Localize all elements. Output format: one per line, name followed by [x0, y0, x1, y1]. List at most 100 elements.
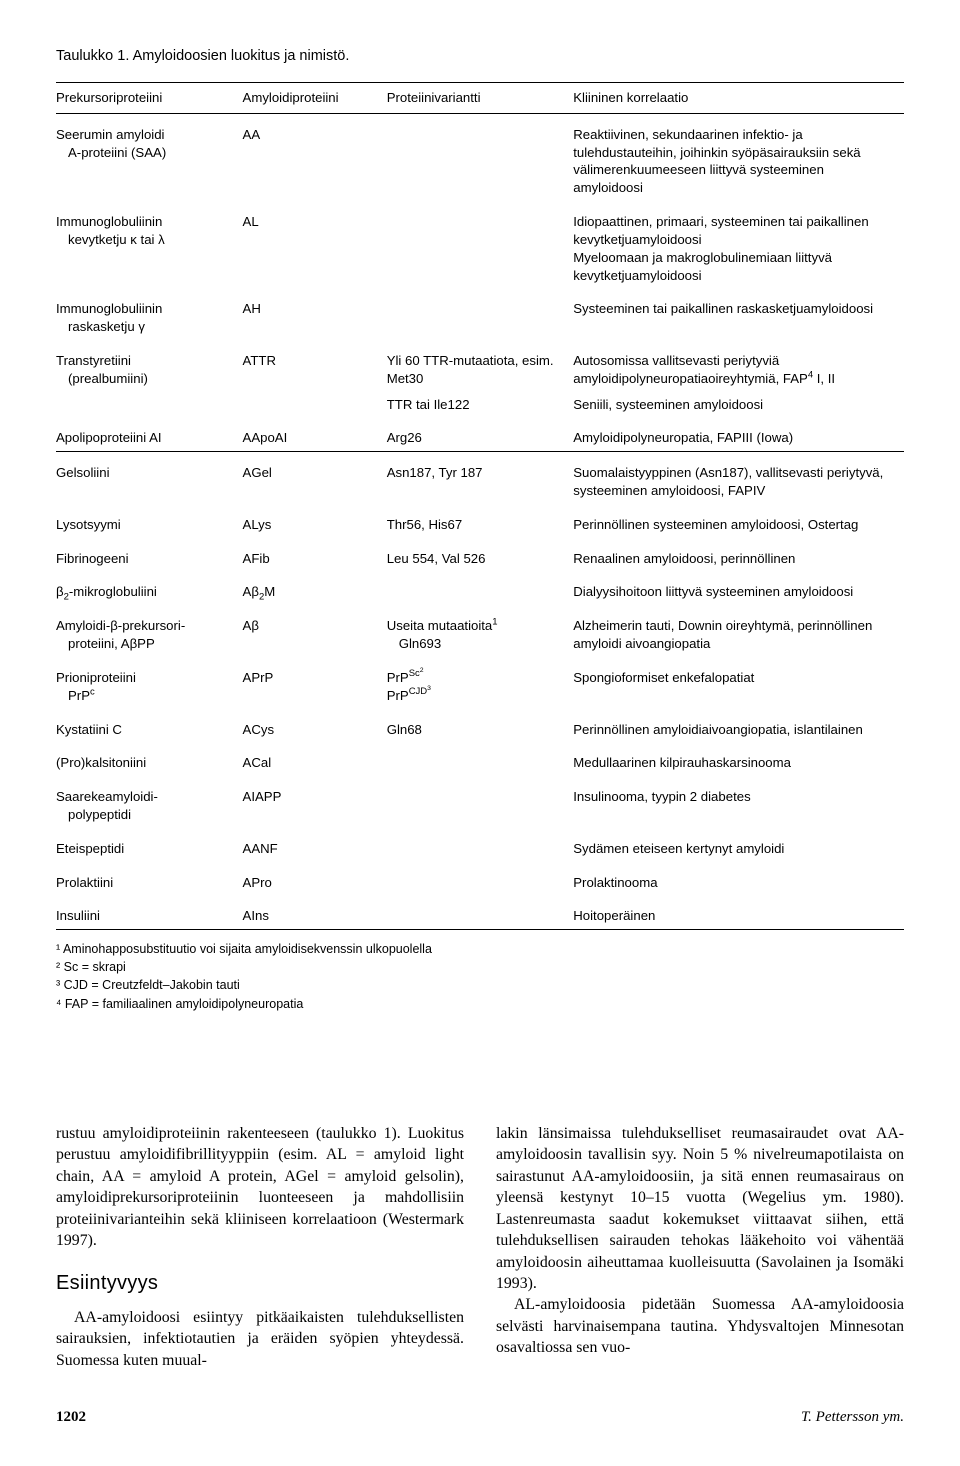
- cell-amyloid: AH: [243, 288, 387, 340]
- table-caption: Taulukko 1. Amyloidoosien luokitus ja ni…: [56, 48, 904, 64]
- table-row: (Pro)kalsitoniiniACal Medullaarinen kilpi…: [56, 742, 904, 776]
- right-column: lakin länsimaissa tulehdukselliset reuma…: [496, 1123, 904, 1371]
- cell-amyloid: AIAPP: [243, 776, 387, 828]
- cell-clinical: Prolaktinooma: [573, 862, 904, 896]
- cell-clinical: Renaalinen amyloidoosi, perinnöllinen: [573, 538, 904, 572]
- cell-variant: [387, 862, 574, 896]
- table-row: Immunoglobuliininraskasketju γAH Systeemi…: [56, 288, 904, 340]
- cell-variant: Useita mutaatioita1Gln693: [387, 605, 574, 657]
- cell-variant: [387, 742, 574, 776]
- cell-amyloid: ATTR: [243, 340, 387, 392]
- cell-precursor: Lysotsyymi: [56, 504, 243, 538]
- cell-clinical: Suomalaistyyppinen (Asn187), vallitsevas…: [573, 452, 904, 504]
- cell-precursor: Eteispeptidi: [56, 828, 243, 862]
- author-line: T. Pettersson ym.: [801, 1409, 904, 1426]
- footnotes: ¹ Aminohapposubstituutio voi sijaita amy…: [56, 940, 904, 1013]
- cell-clinical: Reaktiivinen, sekundaarinen infektio- ja…: [573, 113, 904, 201]
- table-row: EteispeptidiAANF Sydämen eteiseen kertyny…: [56, 828, 904, 862]
- cell-precursor: Saarekeamyloidi-polypeptidi: [56, 776, 243, 828]
- cell-clinical: Sydämen eteiseen kertynyt amyloidi: [573, 828, 904, 862]
- cell-precursor: Transtyretiini(prealbumiini): [56, 340, 243, 392]
- cell-amyloid: ACal: [243, 742, 387, 776]
- table-row: Saarekeamyloidi-polypeptidiAIAPP Insulino…: [56, 776, 904, 828]
- cell-amyloid: AL: [243, 201, 387, 288]
- footnote-4: ⁴ FAP = familiaalinen amyloidipolyneurop…: [56, 995, 904, 1013]
- cell-variant: Yli 60 TTR-mutaatiota, esim. Met30: [387, 340, 574, 392]
- table-row: Kystatiini CACysGln68Perinnöllinen amylo…: [56, 709, 904, 743]
- cell-precursor: [56, 392, 243, 418]
- right-para-1: lakin länsimaissa tulehdukselliset reuma…: [496, 1123, 904, 1295]
- table-row: Transtyretiini(prealbumiini)ATTRYli 60 T…: [56, 340, 904, 392]
- cell-amyloid: [243, 392, 387, 418]
- cell-amyloid: Aβ: [243, 605, 387, 657]
- cell-precursor: Prolaktiini: [56, 862, 243, 896]
- cell-amyloid: AApoAI: [243, 417, 387, 451]
- cell-variant: [387, 288, 574, 340]
- classification-table: Prekursoriproteiini Amyloidiproteiini Pr…: [56, 82, 904, 930]
- cell-variant: [387, 895, 574, 929]
- cell-precursor: β2-mikroglobuliini: [56, 571, 243, 605]
- cell-amyloid: ACys: [243, 709, 387, 743]
- left-para-1: rustuu amyloidiproteiinin rakenteeseen (…: [56, 1123, 464, 1252]
- th-clinical: Kliininen korrelaatio: [573, 83, 904, 114]
- cell-clinical: Medullaarinen kilpirauhaskarsinooma: [573, 742, 904, 776]
- th-amyloid: Amyloidiproteiini: [243, 83, 387, 114]
- th-precursor: Prekursoriproteiini: [56, 83, 243, 114]
- footnote-1: ¹ Aminohapposubstituutio voi sijaita amy…: [56, 940, 904, 958]
- cell-clinical: Hoitoperäinen: [573, 895, 904, 929]
- cell-amyloid: AA: [243, 113, 387, 201]
- cell-precursor: Amyloidi-β-prekursori-proteiini, AβPP: [56, 605, 243, 657]
- th-variant: Proteiinivariantti: [387, 83, 574, 114]
- cell-variant: PrPSc2PrPCJD3: [387, 657, 574, 709]
- table-row: PrioniproteiiniPrPcAPrPPrPSc2PrPCJD3Spon…: [56, 657, 904, 709]
- page-number: 1202: [56, 1409, 86, 1426]
- table-row: ProlaktiiniAPro Prolaktinooma: [56, 862, 904, 896]
- cell-amyloid: AANF: [243, 828, 387, 862]
- cell-precursor: Kystatiini C: [56, 709, 243, 743]
- cell-clinical: Seniili, systeeminen amyloidoosi: [573, 392, 904, 418]
- cell-variant: [387, 776, 574, 828]
- cell-precursor: Immunoglobuliininkevytketju κ tai λ: [56, 201, 243, 288]
- cell-amyloid: AFib: [243, 538, 387, 572]
- cell-clinical: Insulinooma, tyypin 2 diabetes: [573, 776, 904, 828]
- cell-variant: Arg26: [387, 417, 574, 451]
- cell-clinical: Amyloidipolyneuropatia, FAPIII (Iowa): [573, 417, 904, 451]
- table-row: Seerumin amyloidiA-proteiini (SAA)AA Reak…: [56, 113, 904, 201]
- table-row: Immunoglobuliininkevytketju κ tai λAL Idi…: [56, 201, 904, 288]
- cell-precursor: (Pro)kalsitoniini: [56, 742, 243, 776]
- cell-variant: Thr56, His67: [387, 504, 574, 538]
- left-para-2: AA-amyloidoosi esiintyy pitkäaikaisten t…: [56, 1307, 464, 1371]
- cell-amyloid: ALys: [243, 504, 387, 538]
- cell-clinical: Systeeminen tai paikallinen raskasketjua…: [573, 288, 904, 340]
- table-row: FibrinogeeniAFibLeu 554, Val 526Renaalin…: [56, 538, 904, 572]
- cell-precursor: Gelsoliini: [56, 452, 243, 504]
- cell-clinical: Perinnöllinen amyloidiaivoangiopatia, is…: [573, 709, 904, 743]
- left-column: rustuu amyloidiproteiinin rakenteeseen (…: [56, 1123, 464, 1371]
- cell-clinical: Dialyysihoitoon liittyvä systeeminen amy…: [573, 571, 904, 605]
- cell-amyloid: AIns: [243, 895, 387, 929]
- cell-precursor: Seerumin amyloidiA-proteiini (SAA): [56, 113, 243, 201]
- cell-amyloid: APro: [243, 862, 387, 896]
- cell-clinical: Autosomissa vallitsevasti periytyviä amy…: [573, 340, 904, 392]
- footnote-3: ³ CJD = Creutzfeldt–Jakobin tauti: [56, 976, 904, 994]
- cell-variant: [387, 201, 574, 288]
- cell-variant: Gln68: [387, 709, 574, 743]
- table-row: Amyloidi-β-prekursori-proteiini, AβPPAβU…: [56, 605, 904, 657]
- right-para-2: AL-amyloidoosia pidetään Suomessa AA-amy…: [496, 1294, 904, 1358]
- table-row: LysotsyymiALysThr56, His67Perinnöllinen …: [56, 504, 904, 538]
- cell-variant: [387, 113, 574, 201]
- cell-variant: Asn187, Tyr 187: [387, 452, 574, 504]
- cell-clinical: Spongioformiset enkefalopatiat: [573, 657, 904, 709]
- cell-precursor: Apolipoproteiini AI: [56, 417, 243, 451]
- cell-variant: [387, 828, 574, 862]
- table-row: InsuliiniAInsHoitoperäinen: [56, 895, 904, 929]
- table-row: β2-mikroglobuliiniAβ2MDialyysihoitoon li…: [56, 571, 904, 605]
- page-footer: 1202 T. Pettersson ym.: [56, 1409, 904, 1426]
- cell-precursor: Immunoglobuliininraskasketju γ: [56, 288, 243, 340]
- cell-clinical: Idiopaattinen, primaari, systeeminen tai…: [573, 201, 904, 288]
- table-row: Apolipoproteiini AIAApoAIArg26Amyloidipo…: [56, 417, 904, 451]
- section-heading: Esiintyvyys: [56, 1270, 464, 1297]
- cell-clinical: Alzheimerin tauti, Downin oireyhtymä, pe…: [573, 605, 904, 657]
- cell-amyloid: APrP: [243, 657, 387, 709]
- footnote-2: ² Sc = skrapi: [56, 958, 904, 976]
